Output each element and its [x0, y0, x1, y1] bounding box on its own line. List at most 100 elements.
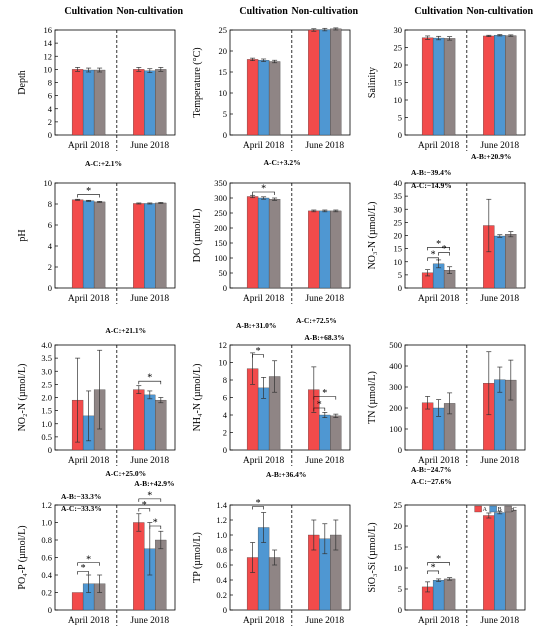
- y-tick-label: 0: [398, 130, 402, 140]
- x-tick-label: April 2018: [68, 141, 110, 151]
- annotation-text: A-C:−33.3%: [61, 504, 102, 513]
- y-tick-label: 2: [48, 262, 52, 272]
- bar-A: [133, 522, 145, 611]
- significance-star: *: [86, 186, 91, 197]
- significance-star: *: [256, 346, 261, 357]
- significance-bracket: [427, 247, 450, 251]
- bar-C: [505, 234, 517, 289]
- significance-bracket: [252, 191, 275, 195]
- y-tick-label: 1.4: [216, 500, 227, 510]
- bar-B: [494, 235, 506, 289]
- annotation-text: A-B:−33.3%: [61, 492, 101, 501]
- y-tick-label: 0.8: [41, 535, 52, 545]
- panel-10: 0 0.2 0.4 0.6 0.8 1.0 1.2 1.4 TP (µmol/L) April 2…: [192, 470, 351, 626]
- bar-A: [246, 59, 259, 136]
- panel-6: 0 0.5 1.0 1.5 2.0 2.5 3.0 3.5 4.0 NO₂-N (µmol/L) A…: [17, 326, 176, 466]
- bar-B: [494, 512, 506, 611]
- legend-label: B: [498, 507, 502, 513]
- significance-star: *: [153, 518, 158, 529]
- bar-C: [93, 69, 106, 136]
- y-axis-label: Temperature (°C): [192, 47, 203, 117]
- significance-bracket: [313, 396, 337, 400]
- significance-bracket: [77, 562, 100, 566]
- y-tick-label: 0: [48, 283, 52, 293]
- y-tick-label: 4: [223, 410, 228, 420]
- significance-star: *: [431, 249, 436, 260]
- annotation-text: A-B:+31.0%: [236, 321, 276, 330]
- legend-label: C: [513, 507, 517, 513]
- y-tick-label: 15: [219, 67, 228, 77]
- y-tick-label: 10: [394, 95, 403, 105]
- x-tick-label: June 2018: [130, 141, 169, 151]
- annotation-text: A-B:+42.9%: [134, 479, 174, 488]
- y-tick-label: 6: [48, 220, 52, 230]
- y-tick-label: 5: [398, 113, 402, 123]
- y-tick-label: 0.2: [41, 588, 52, 598]
- x-tick-label: June 2018: [480, 456, 519, 466]
- bar-A: [308, 29, 320, 136]
- significance-bracket: [252, 506, 264, 510]
- y-tick-label: 0.6: [41, 553, 52, 563]
- y-tick-label: 10: [44, 178, 53, 188]
- axes-frame: [229, 29, 351, 136]
- bar-C: [268, 199, 281, 289]
- group-header-non-cultivation: Non-cultivation: [116, 6, 183, 17]
- significance-star: *: [436, 239, 441, 250]
- y-tick-label: 200: [214, 223, 227, 233]
- annotation-text: A-C:−14.9%: [411, 181, 452, 190]
- x-tick-label: June 2018: [480, 294, 519, 304]
- panel-1: 0 5 10 15 20 25 Temperature (°C) April 2018 June…: [192, 25, 351, 151]
- legend-swatch-A: [474, 505, 482, 513]
- annotation-text: A-B:+68.3%: [304, 333, 344, 342]
- significance-star: *: [81, 563, 86, 574]
- bar-A: [308, 210, 320, 289]
- y-tick-label: 40: [394, 178, 403, 188]
- bar-B: [432, 580, 445, 611]
- y-tick-label: 15: [394, 542, 403, 552]
- y-tick-label: 0: [48, 130, 52, 140]
- y-tick-label: 5: [398, 584, 402, 594]
- x-tick-label: June 2018: [305, 294, 344, 304]
- annotation-text: A-B:−39.4%: [411, 168, 451, 177]
- y-axis-label: DO (µmol/L): [192, 209, 203, 263]
- y-tick-label: 200: [389, 403, 402, 413]
- x-tick-label: April 2018: [243, 141, 285, 151]
- y-tick-label: 350: [214, 178, 227, 188]
- bar-C: [155, 202, 167, 289]
- bar-C: [443, 578, 456, 611]
- y-axis-label: TP (µmol/L): [192, 532, 203, 583]
- significance-bracket: [252, 354, 264, 358]
- y-tick-label: 50: [219, 268, 228, 278]
- y-tick-label: 16: [44, 25, 53, 35]
- significance-star: *: [147, 490, 152, 501]
- significance-bracket: [77, 571, 89, 575]
- bar-C: [443, 38, 456, 136]
- y-tick-label: 8: [48, 199, 52, 209]
- x-tick-label: April 2018: [243, 294, 285, 304]
- significance-bracket: [138, 498, 162, 502]
- bar-C: [330, 210, 342, 289]
- y-tick-label: 20: [219, 46, 228, 56]
- y-tick-label: 0: [398, 445, 402, 455]
- y-axis-label: SiO₃-Si (µmol/L): [367, 522, 378, 592]
- y-tick-label: 25: [394, 500, 403, 510]
- y-tick-label: 0.5: [41, 432, 52, 442]
- annotation-text: A-B:+36.4%: [266, 470, 306, 479]
- significance-star: *: [256, 498, 261, 509]
- significance-bracket: [149, 525, 162, 529]
- y-tick-label: 1.0: [41, 518, 52, 528]
- significance-bracket: [138, 380, 162, 385]
- bar-B: [319, 29, 331, 136]
- bar-A: [133, 203, 145, 289]
- axes-frame: [229, 182, 351, 289]
- x-tick-label: June 2018: [130, 456, 169, 466]
- significance-star: *: [142, 500, 147, 511]
- bar-A: [71, 199, 84, 289]
- y-tick-label: 2.0: [41, 393, 52, 403]
- panel-0: 0 2 4 6 8 10 12 14 16 Depth April 2018 June 2018: [17, 25, 176, 151]
- y-tick-label: 20: [394, 231, 403, 241]
- y-tick-label: 0.4: [41, 570, 52, 580]
- annotation-text: A-C:+2.1%: [85, 159, 122, 168]
- bar-A: [421, 402, 434, 451]
- bar-A: [71, 592, 84, 611]
